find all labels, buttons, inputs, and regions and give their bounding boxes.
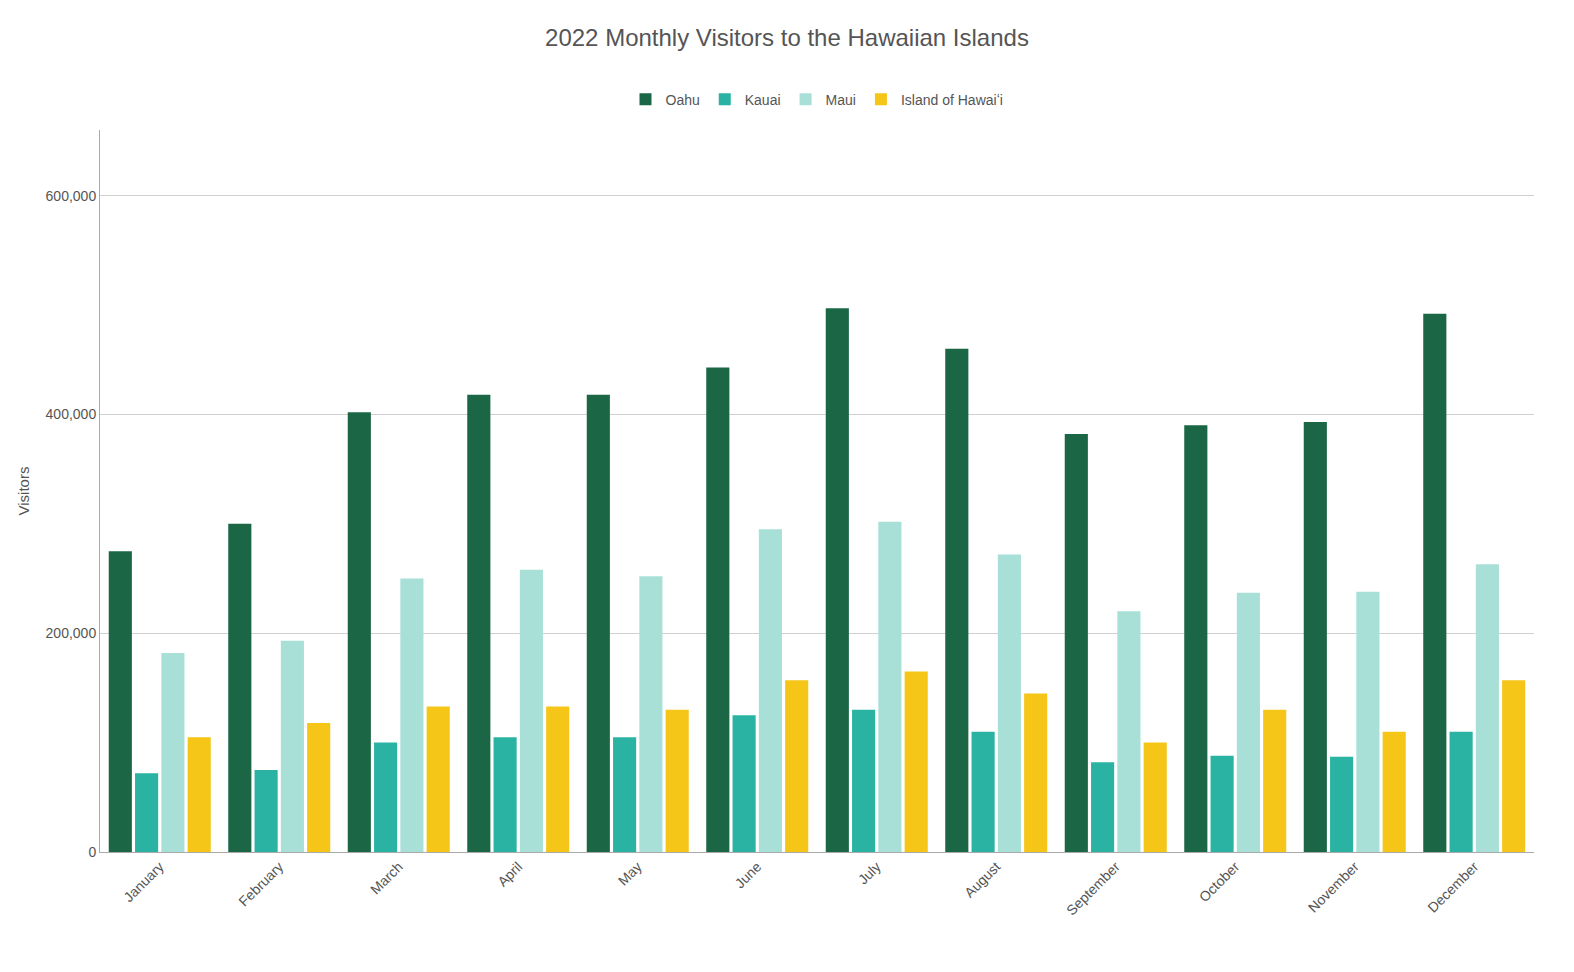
svg-text:May: May <box>615 859 645 889</box>
svg-text:600,000: 600,000 <box>46 188 97 204</box>
svg-text:March: March <box>367 859 406 898</box>
svg-text:July: July <box>855 859 884 888</box>
svg-text:Island of Hawaiʻi: Island of Hawaiʻi <box>901 92 1003 108</box>
svg-text:December: December <box>1424 858 1481 915</box>
svg-text:Visitors: Visitors <box>15 467 32 516</box>
svg-text:Maui: Maui <box>826 92 856 108</box>
svg-text:September: September <box>1063 858 1123 918</box>
svg-text:400,000: 400,000 <box>46 406 97 422</box>
svg-text:June: June <box>732 858 765 891</box>
svg-text:February: February <box>235 859 286 910</box>
svg-text:0: 0 <box>88 844 96 860</box>
svg-text:August: August <box>961 858 1003 900</box>
svg-text:October: October <box>1196 858 1243 905</box>
svg-text:2022 Monthly Visitors to the H: 2022 Monthly Visitors to the Hawaiian Is… <box>545 24 1029 51</box>
svg-text:November: November <box>1305 858 1362 915</box>
svg-text:200,000: 200,000 <box>46 625 97 641</box>
svg-text:April: April <box>494 859 525 890</box>
svg-text:January: January <box>120 859 167 906</box>
svg-text:Kauai: Kauai <box>745 92 781 108</box>
svg-text:Oahu: Oahu <box>666 92 700 108</box>
